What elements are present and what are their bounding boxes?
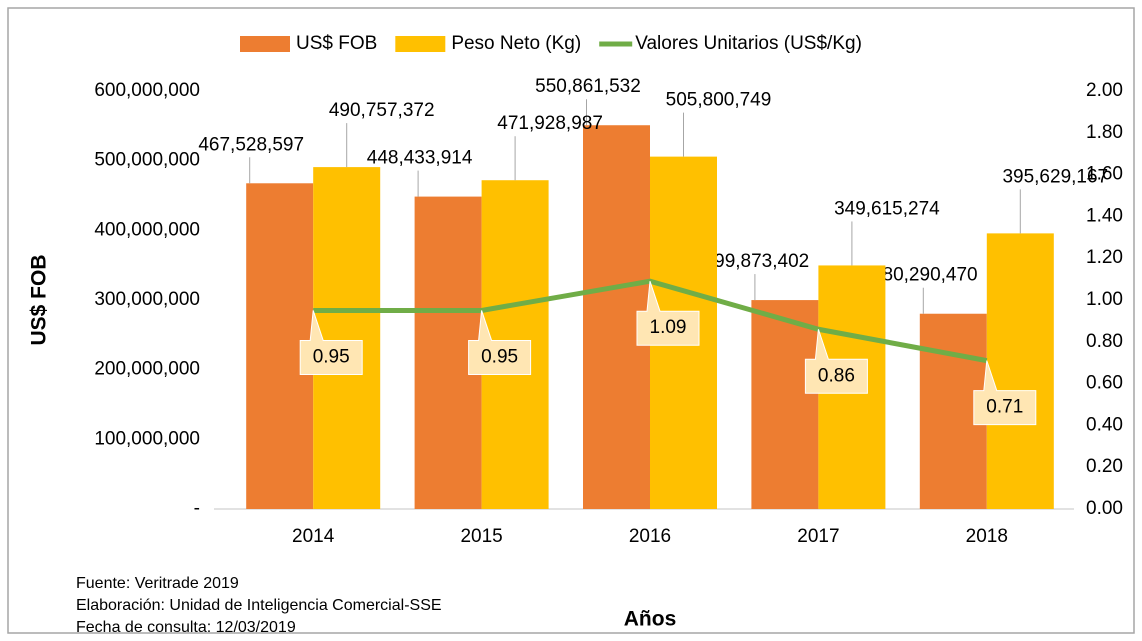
footnote: Fuente: Veritrade 2019 xyxy=(76,575,239,592)
x-tick-label: 2014 xyxy=(292,526,335,547)
data-label: 0.71 xyxy=(986,397,1023,418)
y2-tick-label: 0.40 xyxy=(1086,414,1123,435)
legend-swatch xyxy=(240,36,290,52)
bar xyxy=(986,233,1054,509)
bar xyxy=(751,300,819,509)
data-label: 280,290,470 xyxy=(872,265,978,286)
footnote: Fecha de consulta: 12/03/2019 xyxy=(76,619,296,636)
legend-label: US$ FOB xyxy=(296,33,377,54)
y2-tick-label: 0.20 xyxy=(1086,456,1123,477)
data-label: 505,800,749 xyxy=(666,90,772,111)
y2-tick-label: 0.80 xyxy=(1086,331,1123,352)
data-label: 0.95 xyxy=(313,346,350,367)
y-tick-label: - xyxy=(194,498,200,519)
y2-tick-label: 1.40 xyxy=(1086,205,1123,226)
callout xyxy=(468,310,532,375)
data-label: 1.09 xyxy=(650,317,687,338)
y2-tick-label: 1.00 xyxy=(1086,289,1123,310)
x-tick-label: 2015 xyxy=(460,526,502,547)
data-label: 550,861,532 xyxy=(535,76,641,97)
y2-tick-label: 1.80 xyxy=(1086,122,1123,143)
data-label: 0.95 xyxy=(481,346,518,367)
y-tick-label: 200,000,000 xyxy=(94,359,200,380)
y-tick-label: 600,000,000 xyxy=(94,80,200,101)
callout xyxy=(636,281,700,346)
x-axis-label: Años xyxy=(624,608,677,631)
callout xyxy=(804,329,868,394)
legend-label: Valores Unitarios (US$/Kg) xyxy=(635,33,862,54)
y-tick-label: 500,000,000 xyxy=(94,150,200,171)
x-tick-label: 2018 xyxy=(966,526,1008,547)
footnote: Elaboración: Unidad de Inteligencia Come… xyxy=(76,597,442,614)
y2-tick-label: 1.20 xyxy=(1086,247,1123,268)
callout xyxy=(299,310,363,375)
bar xyxy=(313,167,381,509)
data-label: 490,757,372 xyxy=(329,100,435,121)
y-tick-label: 400,000,000 xyxy=(94,219,200,240)
legend-label: Peso Neto (Kg) xyxy=(451,33,581,54)
data-label: 349,615,274 xyxy=(834,198,940,219)
data-label: 448,433,914 xyxy=(367,148,473,169)
legend-swatch xyxy=(395,36,446,52)
data-label: 395,629,167 xyxy=(1002,166,1108,187)
y-tick-label: 300,000,000 xyxy=(94,289,200,310)
x-tick-label: 2017 xyxy=(797,526,839,547)
y2-tick-label: 1.60 xyxy=(1086,164,1123,185)
data-label: 467,528,597 xyxy=(198,134,304,155)
y-axis-label: US$ FOB xyxy=(28,254,51,345)
data-label: 299,873,402 xyxy=(704,251,810,272)
data-label: 0.86 xyxy=(818,365,855,386)
y-tick-label: 100,000,000 xyxy=(94,428,200,449)
data-label: 471,928,987 xyxy=(497,113,603,134)
callout xyxy=(973,360,1037,426)
y2-tick-label: 0.00 xyxy=(1086,498,1123,519)
y2-tick-label: 2.00 xyxy=(1086,80,1123,101)
x-tick-label: 2016 xyxy=(629,526,671,547)
y2-tick-label: 0.60 xyxy=(1086,373,1123,394)
